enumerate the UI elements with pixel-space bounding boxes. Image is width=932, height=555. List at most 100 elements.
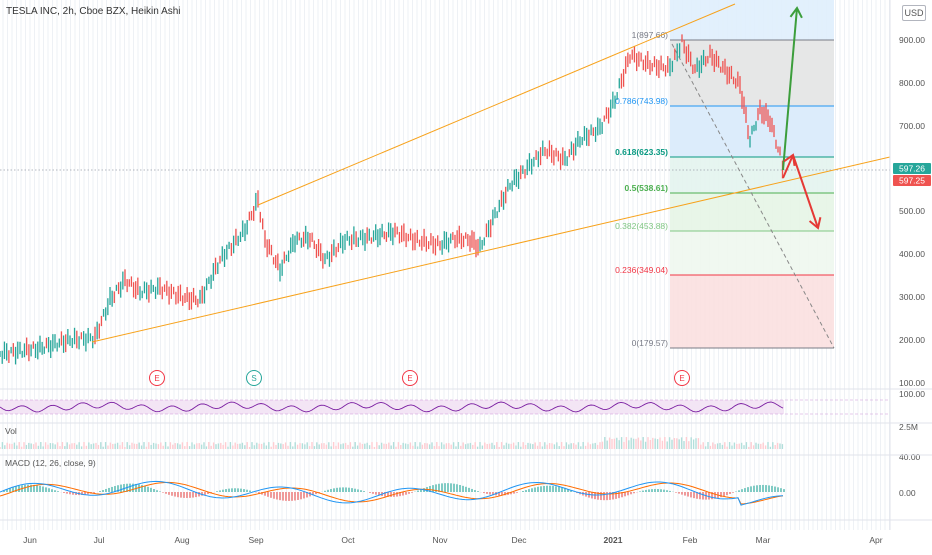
macd-histogram-bar xyxy=(690,492,692,497)
macd-histogram-bar xyxy=(669,491,671,492)
macd-histogram-bar xyxy=(525,490,527,492)
macd-histogram-bar xyxy=(471,489,473,492)
macd-histogram-bar xyxy=(66,492,68,494)
macd-histogram-bar xyxy=(528,489,530,492)
macd-histogram-bar xyxy=(660,489,662,492)
x-axis-tick-label: 2021 xyxy=(604,535,623,545)
macd-axis-label: 40.00 xyxy=(899,452,921,462)
macd-histogram-bar xyxy=(642,491,644,492)
fib-level-label: 0.786(743.98) xyxy=(615,96,668,106)
fib-level-label: 0(179.57) xyxy=(632,338,669,348)
macd-histogram-bar xyxy=(369,492,371,493)
macd-histogram-bar xyxy=(177,492,179,497)
macd-histogram-bar xyxy=(249,490,251,492)
macd-histogram-bar xyxy=(93,492,95,493)
macd-histogram-bar xyxy=(300,492,302,499)
macd-histogram-bar xyxy=(771,486,773,492)
y-axis-tick-label: 500.00 xyxy=(899,206,925,216)
fib-zone-0 xyxy=(670,275,834,348)
y-axis-tick-label: 900.00 xyxy=(899,35,925,45)
macd-histogram-bar xyxy=(270,492,272,498)
event-marker-label: S xyxy=(251,374,256,383)
y-axis-tick-label: 300.00 xyxy=(899,292,925,302)
x-axis-tick-label: Jun xyxy=(23,535,37,545)
macd-histogram-bar xyxy=(774,487,776,492)
macd-histogram-bar xyxy=(102,490,104,492)
x-axis-tick-label: Sep xyxy=(248,535,263,545)
macd-histogram-bar xyxy=(327,490,329,492)
macd-histogram-bar xyxy=(396,492,398,497)
macd-histogram-bar xyxy=(171,492,173,496)
macd-histogram-bar xyxy=(543,486,545,492)
macd-histogram-bar xyxy=(441,483,443,492)
fib-zone-0-5 xyxy=(670,157,834,193)
macd-histogram-bar xyxy=(462,486,464,492)
macd-histogram-bar xyxy=(189,492,191,498)
macd-histogram-bar xyxy=(750,486,752,492)
macd-histogram-bar xyxy=(783,489,785,492)
macd-histogram-bar xyxy=(744,488,746,492)
rsi-axis-label: 100.00 xyxy=(899,389,925,399)
macd-histogram-bar xyxy=(603,492,605,500)
macd-histogram-bar xyxy=(648,489,650,492)
macd-histogram-bar xyxy=(363,491,365,492)
macd-histogram-bar xyxy=(630,492,632,494)
y-axis-tick-label: 700.00 xyxy=(899,121,925,131)
macd-histogram-bar xyxy=(756,485,758,492)
x-axis-tick-label: Jul xyxy=(94,535,105,545)
macd-histogram-bar xyxy=(48,488,50,492)
macd-histogram-bar xyxy=(330,489,332,492)
macd-histogram-bar xyxy=(780,488,782,492)
macd-histogram-bar xyxy=(678,492,680,494)
macd-histogram-bar xyxy=(174,492,176,497)
macd-histogram-bar xyxy=(336,488,338,492)
currency-badge[interactable]: USD xyxy=(902,5,926,21)
macd-histogram-bar xyxy=(237,488,239,492)
macd-histogram-bar xyxy=(741,489,743,492)
macd-histogram-bar xyxy=(453,484,455,492)
macd-histogram-bar xyxy=(351,488,353,492)
macd-histogram-bar xyxy=(459,485,461,492)
macd-histogram-bar xyxy=(465,487,467,492)
macd-histogram-bar xyxy=(63,492,65,493)
macd-histogram-bar xyxy=(546,486,548,492)
y-axis-tick-label: 800.00 xyxy=(899,78,925,88)
macd-histogram-bar xyxy=(606,492,608,500)
macd-histogram-bar xyxy=(51,489,53,492)
fib-level-label: 0.618(623.35) xyxy=(615,147,668,157)
macd-histogram-bar xyxy=(666,490,668,492)
macd-histogram-bar xyxy=(483,492,485,493)
macd-histogram-bar xyxy=(489,492,491,495)
macd-histogram-bar xyxy=(354,489,356,492)
macd-histogram-bar xyxy=(681,492,683,495)
macd-histogram-bar xyxy=(555,486,557,492)
fib-level-label: 0.236(349.04) xyxy=(615,265,668,275)
macd-histogram-bar xyxy=(765,485,767,492)
macd-histogram-bar xyxy=(411,492,413,493)
macd-histogram-bar xyxy=(657,489,659,492)
macd-histogram-bar xyxy=(531,488,533,492)
macd-histogram-bar xyxy=(222,490,224,492)
fib-level-label: 0.382(453.88) xyxy=(615,221,668,231)
macd-histogram-bar xyxy=(450,483,452,492)
y-axis-tick-label: 400.00 xyxy=(899,249,925,259)
macd-histogram-bar xyxy=(198,492,200,496)
symbol-header: TESLA INC, 2h, Cboe BZX, Heikin Ashi xyxy=(6,6,181,17)
x-axis-tick-label: Aug xyxy=(174,535,189,545)
macd-histogram-bar xyxy=(684,492,686,496)
macd-histogram-bar xyxy=(267,492,269,497)
macd-histogram-bar xyxy=(753,486,755,492)
macd-histogram-bar xyxy=(627,492,629,495)
macd-histogram-bar xyxy=(192,492,194,498)
macd-histogram-bar xyxy=(777,487,779,492)
x-axis-tick-label: Mar xyxy=(756,535,771,545)
x-axis-tick-label: Nov xyxy=(432,535,448,545)
macd-histogram-bar xyxy=(240,489,242,492)
macd-histogram-bar xyxy=(357,489,359,492)
macd-histogram-bar xyxy=(204,492,206,495)
macd-histogram-bar xyxy=(99,491,101,492)
fib-level-label: 0.5(538.61) xyxy=(625,183,669,193)
macd-histogram-bar xyxy=(108,488,110,492)
macd-histogram-bar xyxy=(762,485,764,492)
